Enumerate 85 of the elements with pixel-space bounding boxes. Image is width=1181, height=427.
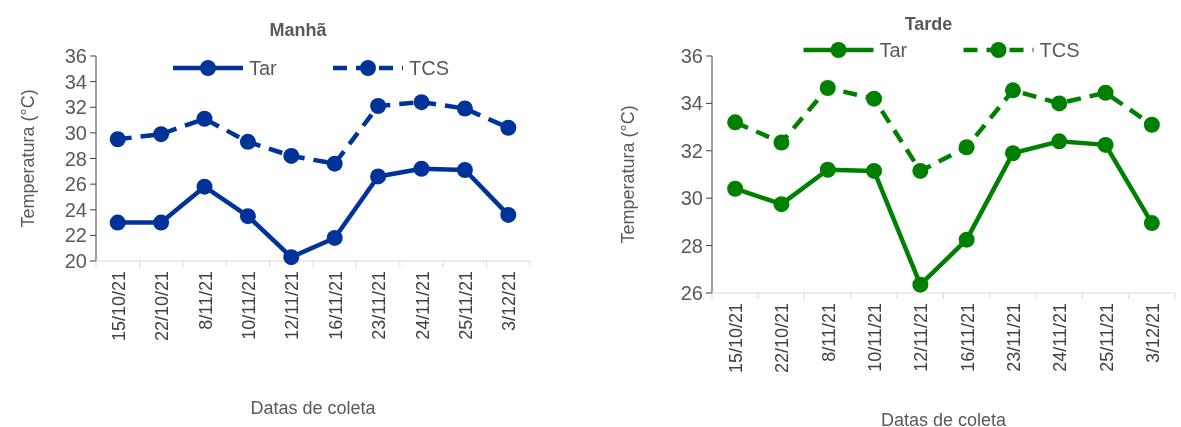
x-tick-label: 3/12/21 xyxy=(499,271,520,332)
point xyxy=(1004,82,1021,99)
y-tick-label: 26 xyxy=(64,173,87,196)
x-axis-title: Datas de coleta xyxy=(880,410,1008,427)
x-tick-label: 23/11/21 xyxy=(369,271,390,340)
point xyxy=(773,196,790,213)
x-tick-label: 15/10/21 xyxy=(726,303,747,374)
point xyxy=(727,114,744,131)
point xyxy=(1051,133,1068,150)
point xyxy=(500,206,517,223)
point xyxy=(1097,136,1114,153)
x-axis-title: Datas de coleta xyxy=(250,398,377,418)
legend-label: Tar xyxy=(879,39,908,61)
point xyxy=(370,168,387,185)
x-tick-label: 8/11/21 xyxy=(195,271,216,330)
point xyxy=(1051,95,1068,112)
point xyxy=(1004,145,1021,162)
point xyxy=(196,178,213,195)
y-tick-label: 22 xyxy=(64,224,87,247)
point xyxy=(370,97,387,114)
y-tick-label: 34 xyxy=(680,92,703,115)
point xyxy=(456,100,473,117)
chart-title: Manhã xyxy=(269,20,328,40)
y-tick-label: 20 xyxy=(64,250,87,272)
point xyxy=(1143,215,1160,232)
point xyxy=(866,90,883,107)
x-tick-label: 10/11/21 xyxy=(865,303,886,372)
y-tick-label: 36 xyxy=(64,45,87,67)
point xyxy=(153,214,170,231)
x-tick-label: 24/11/21 xyxy=(412,271,433,340)
y-axis-title: Temperatura (°C) xyxy=(18,89,38,228)
point xyxy=(456,162,473,179)
y-tick-label: 26 xyxy=(680,282,703,304)
x-tick-label: 22/10/21 xyxy=(152,271,173,342)
x-tick-label: 25/11/21 xyxy=(1096,303,1117,372)
legend-label: Tar xyxy=(249,57,278,79)
y-tick-label: 32 xyxy=(680,139,703,162)
point xyxy=(153,126,170,143)
point xyxy=(912,162,929,179)
point xyxy=(326,229,343,246)
point xyxy=(413,94,430,111)
x-tick-label: 16/11/21 xyxy=(325,271,346,340)
y-tick-label: 36 xyxy=(680,45,703,67)
x-tick-label: 22/10/21 xyxy=(772,303,793,374)
point xyxy=(819,80,836,96)
point xyxy=(283,249,300,266)
x-tick-label: 8/11/21 xyxy=(818,303,839,362)
y-tick-label: 24 xyxy=(64,198,87,221)
y-tick-label: 32 xyxy=(64,96,87,119)
legend-label: TCS xyxy=(1039,39,1080,61)
point xyxy=(866,162,883,179)
point xyxy=(413,160,430,177)
point xyxy=(773,134,790,151)
point xyxy=(819,161,836,178)
point xyxy=(283,147,300,164)
x-tick-label: 12/11/21 xyxy=(911,303,932,372)
y-tick-label: 30 xyxy=(680,187,703,210)
point xyxy=(109,131,126,148)
point xyxy=(326,155,343,172)
point xyxy=(958,139,975,156)
y-tick-label: 28 xyxy=(680,234,703,257)
x-tick-label: 23/11/21 xyxy=(1003,303,1024,372)
point xyxy=(239,133,256,150)
chart-title: Tarde xyxy=(904,14,953,34)
point xyxy=(500,119,517,136)
point xyxy=(727,180,744,197)
x-tick-label: 24/11/21 xyxy=(1050,303,1071,372)
y-tick-label: 30 xyxy=(64,121,87,144)
x-tick-label: 12/11/21 xyxy=(282,271,303,340)
x-tick-label: 16/11/21 xyxy=(957,303,978,372)
x-tick-label: 3/12/21 xyxy=(1142,303,1163,364)
y-axis-title: Temperatura (°C) xyxy=(618,105,638,244)
point xyxy=(239,208,256,225)
point xyxy=(1097,84,1114,101)
x-tick-label: 10/11/21 xyxy=(238,271,259,340)
y-tick-label: 28 xyxy=(64,147,87,170)
point xyxy=(196,110,213,127)
x-tick-label: 15/10/21 xyxy=(108,271,129,342)
y-tick-label: 34 xyxy=(64,70,87,93)
point xyxy=(109,214,126,231)
point xyxy=(912,276,929,293)
point xyxy=(1143,116,1160,133)
x-tick-label: 25/11/21 xyxy=(455,271,476,340)
legend-label: TCS xyxy=(409,57,449,79)
point xyxy=(958,231,975,248)
